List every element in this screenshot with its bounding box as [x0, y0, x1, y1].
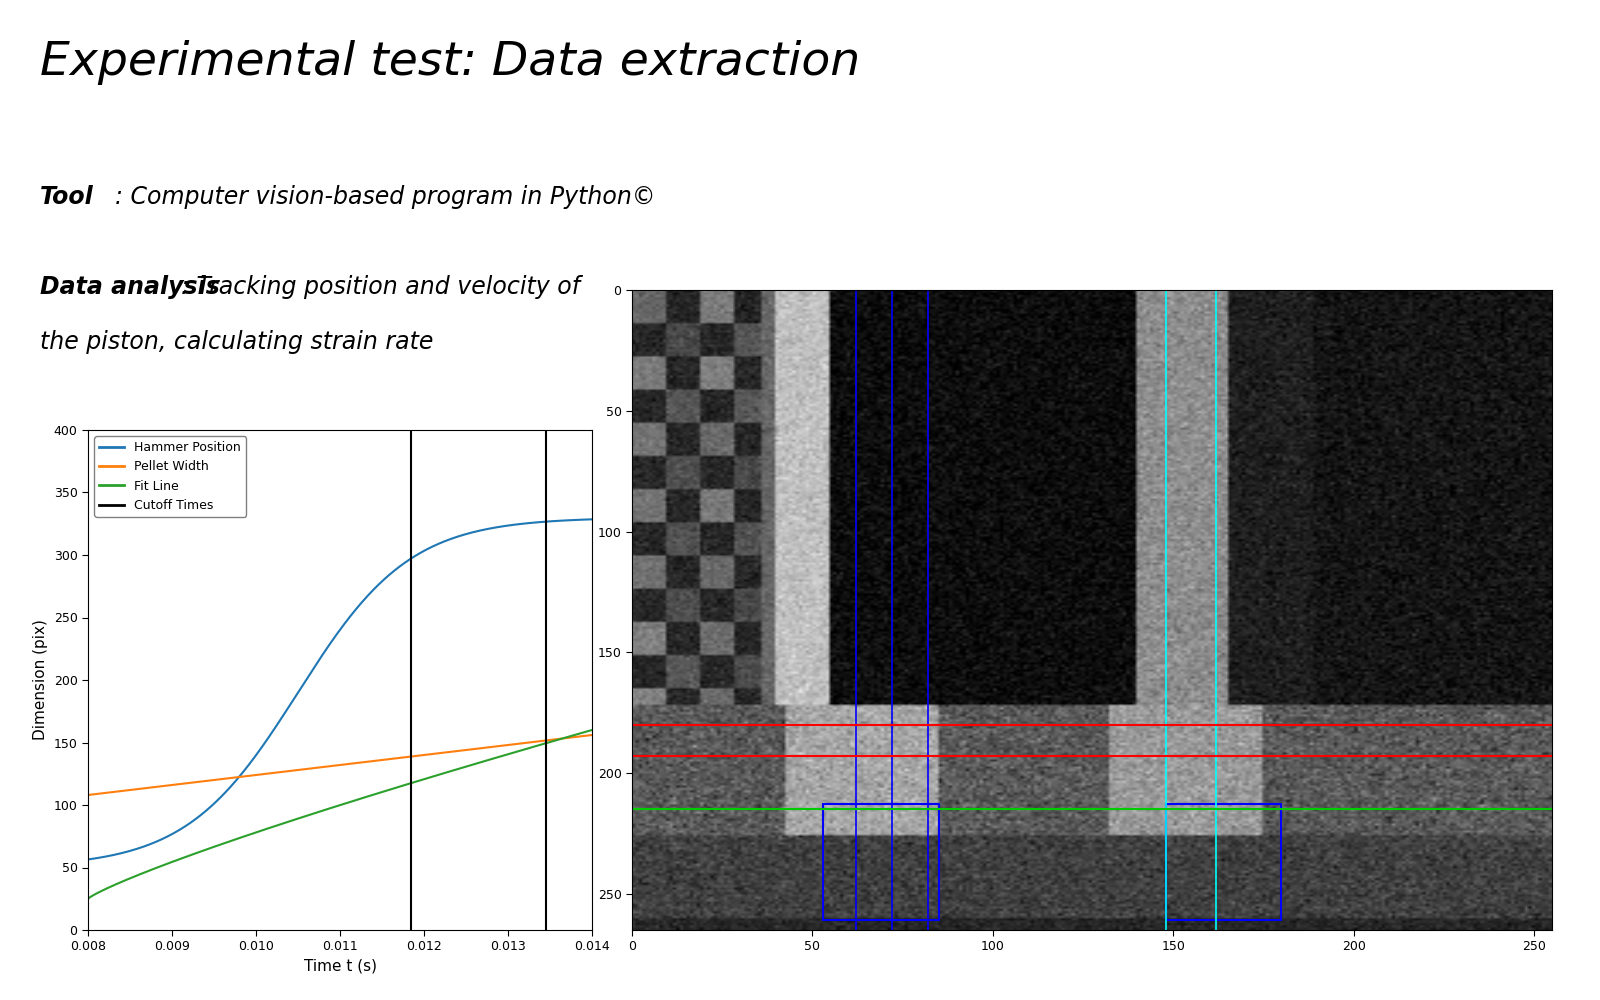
Legend: Hammer Position, Pellet Width, Fit Line, Cutoff Times: Hammer Position, Pellet Width, Fit Line,…: [94, 436, 246, 517]
Text: : Computer vision-based program in Python©: : Computer vision-based program in Pytho…: [115, 185, 656, 209]
X-axis label: Time t (s): Time t (s): [304, 959, 376, 974]
Cutoff Times: [402, 923, 421, 935]
Text: Data analysis: Data analysis: [40, 275, 219, 299]
Bar: [824, 804, 939, 920]
Text: Experimental test: Data extraction: Experimental test: Data extraction: [40, 40, 861, 85]
Bar: [1166, 804, 1282, 920]
Text: the piston, calculating strain rate: the piston, calculating strain rate: [40, 330, 434, 354]
Cutoff Times: [402, 924, 421, 936]
Y-axis label: Dimension (pix): Dimension (pix): [34, 620, 48, 740]
Text: Tool: Tool: [40, 185, 94, 209]
Text: : Tracking position and velocity of: : Tracking position and velocity of: [181, 275, 579, 299]
